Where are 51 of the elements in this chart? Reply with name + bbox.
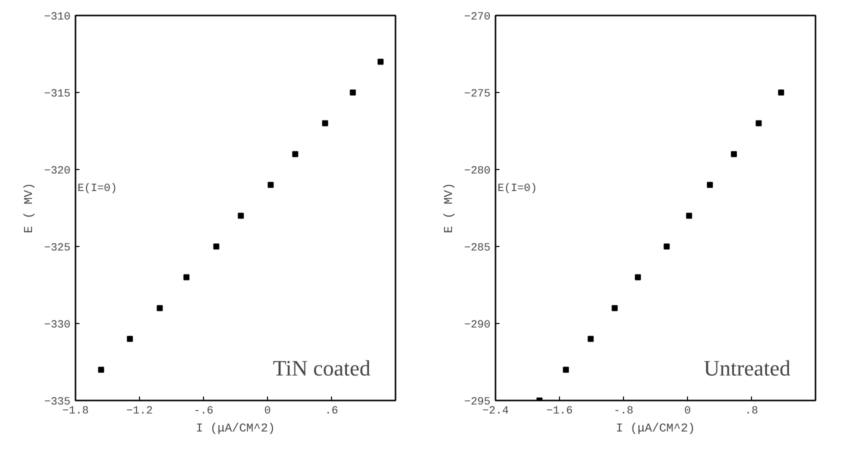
point bbox=[238, 212, 244, 219]
y-tick-label: −325 bbox=[44, 242, 70, 254]
point bbox=[634, 274, 641, 280]
x-tick-label: −1.2 bbox=[126, 406, 153, 418]
y-tick-label: −280 bbox=[464, 166, 490, 178]
point bbox=[268, 182, 274, 188]
x-tick-label: .8 bbox=[744, 406, 758, 418]
annotation: Untreated bbox=[704, 356, 790, 380]
point bbox=[778, 90, 784, 96]
x-tick-label: −1.8 bbox=[62, 406, 89, 418]
y-axis-title: E ( MV) bbox=[22, 182, 36, 234]
x-axis-title: I (μA/CM^2) bbox=[196, 422, 276, 436]
x-tick-label: -.6 bbox=[194, 406, 214, 418]
y-tick-label: −315 bbox=[44, 88, 70, 100]
x-tick-label: .6 bbox=[324, 406, 338, 418]
x-tick-label: -.8 bbox=[614, 406, 634, 418]
y-tick-label: −295 bbox=[464, 396, 490, 408]
y-tick-label: −275 bbox=[464, 88, 490, 100]
y-tick-label: −270 bbox=[464, 12, 490, 24]
annotation: E(I=0) bbox=[498, 182, 538, 195]
x-tick-label: −2.4 bbox=[482, 406, 510, 418]
y-tick-label: −335 bbox=[44, 396, 70, 408]
point bbox=[156, 305, 163, 312]
point bbox=[292, 151, 298, 158]
point bbox=[664, 244, 670, 250]
y-tick-label: −330 bbox=[44, 320, 70, 332]
y-tick-label: −290 bbox=[464, 320, 490, 332]
point bbox=[588, 336, 594, 342]
point bbox=[562, 366, 569, 373]
y-tick-label: −320 bbox=[44, 166, 70, 178]
point bbox=[213, 244, 220, 250]
y-axis-title: E ( MV) bbox=[442, 182, 456, 234]
point bbox=[378, 58, 384, 65]
annotation: E(I=0) bbox=[78, 182, 118, 195]
point bbox=[183, 274, 190, 280]
point bbox=[98, 366, 104, 373]
point bbox=[730, 151, 737, 158]
point bbox=[706, 182, 713, 188]
x-tick-label: 0 bbox=[264, 406, 271, 418]
y-tick-label: −285 bbox=[464, 242, 490, 254]
x-tick-label: −1.6 bbox=[546, 406, 573, 418]
point bbox=[322, 120, 328, 126]
point bbox=[612, 305, 618, 312]
y-tick-label: −310 bbox=[44, 12, 70, 24]
x-tick-label: 0 bbox=[684, 406, 691, 418]
point bbox=[350, 90, 356, 96]
x-axis-title: I (μA/CM^2) bbox=[616, 422, 696, 436]
point bbox=[686, 212, 692, 219]
point bbox=[126, 336, 133, 342]
annotation: TiN coated bbox=[272, 356, 371, 380]
point bbox=[756, 120, 762, 126]
